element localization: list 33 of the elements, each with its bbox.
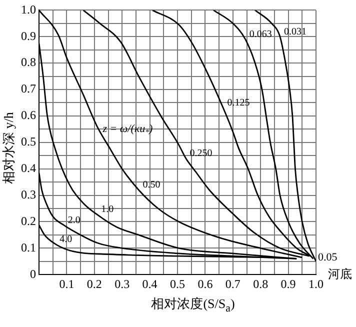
series-label: 0.125 [227, 98, 250, 109]
x-tick-label: 1.0 [308, 276, 324, 291]
annotation: 0.05 [318, 251, 338, 264]
y-tick-label: 0.3 [21, 187, 36, 202]
y-tick-label: 0.4 [21, 160, 36, 175]
x-tick-label: 0.2 [86, 276, 102, 291]
x-tick-label: 0.6 [198, 276, 213, 291]
y-tick-label: 0.2 [21, 214, 36, 228]
y-tick-label: 1.0 [21, 2, 36, 16]
y-axis-title: 相对水深 y/h [0, 112, 17, 184]
x-tick-label: 0.7 [225, 276, 240, 291]
text: 河底 [328, 266, 352, 281]
series-label: 4.0 [60, 234, 72, 245]
series-label: 1.0 [101, 204, 114, 216]
y-tick-label: 0.5 [21, 134, 36, 149]
series-label: 0.031 [284, 26, 306, 38]
y-tick-label: 0.9 [21, 28, 36, 43]
x-axis-title: 相对浓度(S/S$_{a}$) [150, 295, 236, 315]
x-tick-label: 0.8 [253, 276, 268, 291]
y-tick-label: 0.6 [21, 108, 36, 122]
series-label: 0.063 [249, 28, 272, 40]
x-tick-label: 0.1 [59, 276, 74, 291]
x-tick-label: 0.4 [142, 276, 158, 291]
y-tick-label: 0.1 [21, 240, 36, 254]
series-label: 2.0 [68, 214, 80, 226]
series-label: 0.250 [190, 148, 212, 159]
y-tick-label: 0.7 [21, 82, 36, 96]
series-label: 0.50 [142, 180, 160, 191]
x-tick-label: 0.3 [114, 276, 130, 291]
y-tick-label: 0 [30, 266, 36, 281]
x-tick-label: 0.9 [280, 276, 296, 291]
x-tick-label: 0.5 [170, 276, 185, 291]
y-tick-label: 0.8 [21, 55, 36, 70]
